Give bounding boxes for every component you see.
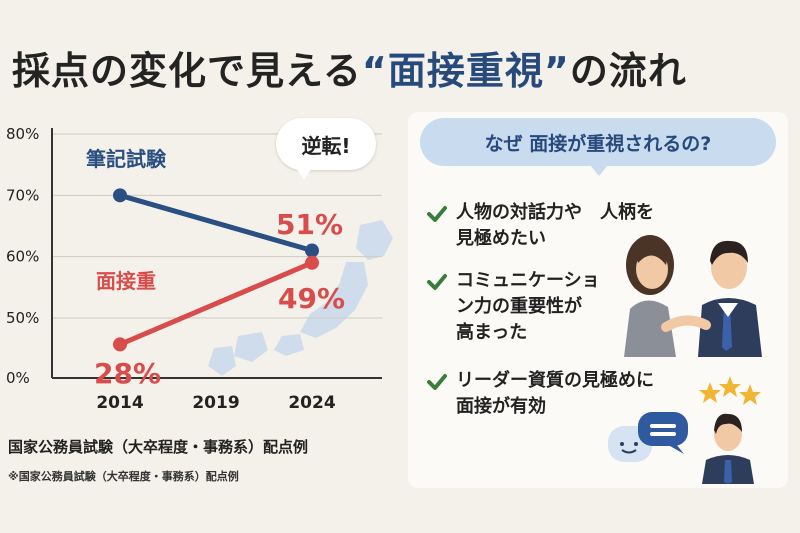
- reason-text: リーダー資質の見極めに 面接が有効: [456, 370, 654, 417]
- series-line: [117, 192, 315, 254]
- data-point: [305, 255, 319, 270]
- x-tick-label: 2024: [288, 393, 335, 413]
- title-suffix: の流れ: [569, 49, 687, 93]
- data-point: [113, 337, 127, 352]
- data-point: [305, 243, 319, 258]
- data-point: [113, 188, 127, 203]
- source-footnote: ※国家公務員試験（大卒程度・事務系）配点例: [8, 470, 239, 483]
- data-label: 49%: [278, 282, 345, 315]
- series-name-label: 面接重: [96, 269, 156, 293]
- reasons-panel: なぜ 面接が重視されるの? 人物の対話力や 人柄を 見極めたい コミュニケーショ…: [408, 112, 788, 488]
- reason-item-2: コミュニケーショ ン力の重要性が 高まった: [426, 268, 600, 346]
- businessman-illustration: [702, 413, 754, 484]
- data-label: 51%: [276, 208, 343, 241]
- interview-people-illustration: [624, 235, 762, 357]
- bottom-illustration: [608, 376, 761, 484]
- check-icon: [427, 374, 447, 390]
- y-tick-label: 60%: [6, 248, 39, 266]
- series-name-label: 筆記試験: [86, 147, 167, 171]
- japan-map-illustration: [208, 220, 393, 376]
- y-tick-label: 80%: [6, 125, 39, 143]
- series-group: [113, 188, 319, 352]
- reason-text: 人物の対話力や 人柄を 見極めたい: [456, 202, 654, 249]
- stars-icon: [699, 376, 761, 405]
- panel-header: なぜ 面接が重視されるの?: [420, 118, 776, 176]
- check-icon: [427, 274, 447, 290]
- speech-bubble-icon: [608, 412, 688, 462]
- axes: 0% 50% 60% 70% 80% 2014 2019 2024: [6, 125, 382, 413]
- title-main: 採点の変化で見える: [12, 49, 362, 93]
- reversal-callout: 逆転!: [276, 118, 376, 180]
- x-tick-label: 2019: [192, 393, 239, 413]
- reason-text: コミュニケーショ ン力の重要性が 高まった: [456, 270, 600, 343]
- source-caption: 国家公務員試験（大卒程度・事務系）配点例: [8, 438, 309, 456]
- x-tick-label: 2014: [96, 393, 143, 413]
- y-tick-label: 0%: [6, 369, 30, 387]
- check-icon: [427, 206, 447, 222]
- y-tick-label: 50%: [6, 309, 39, 327]
- y-tick-label: 70%: [6, 186, 39, 204]
- reason-item-3: リーダー資質の見極めに 面接が有効: [426, 368, 654, 420]
- data-label: 28%: [94, 357, 161, 390]
- reason-item-1: 人物の対話力や 人柄を 見極めたい: [426, 200, 654, 252]
- title-accent: “面接重視”: [361, 49, 570, 93]
- page-title: 採点の変化で見える“面接重視”の流れ: [12, 40, 687, 95]
- series-line: [117, 260, 315, 347]
